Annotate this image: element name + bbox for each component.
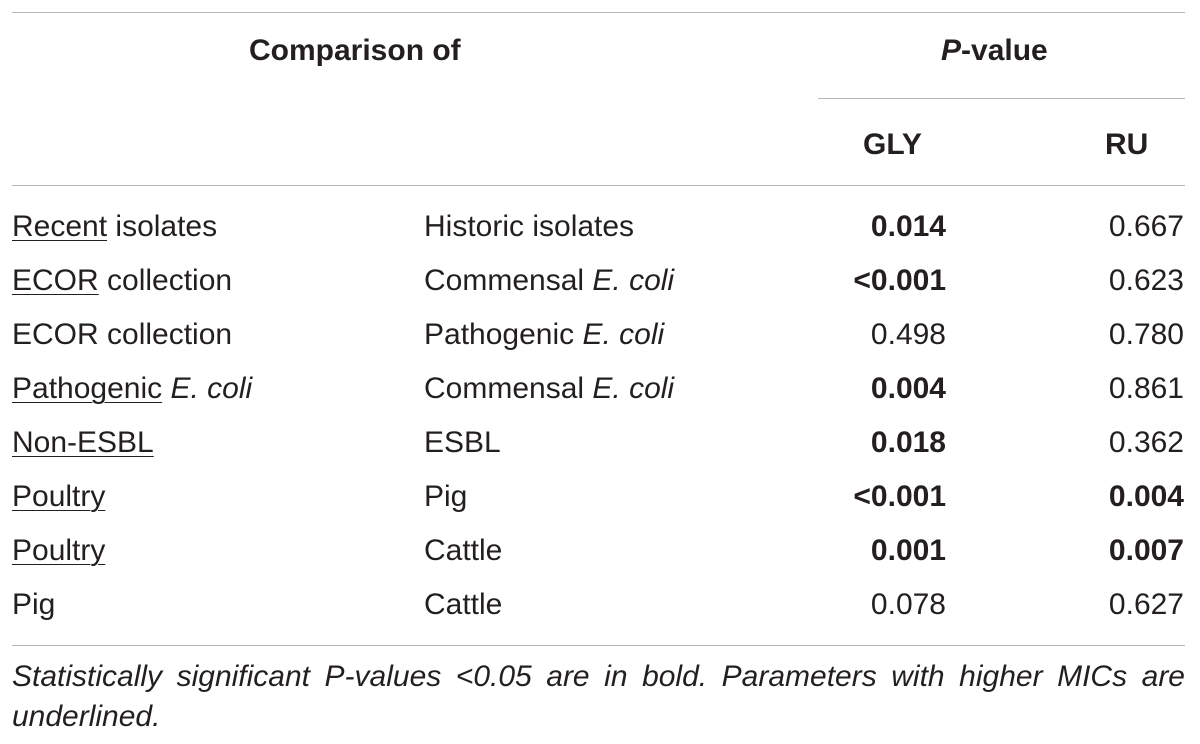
cell-gly-p-value: <0.001 bbox=[853, 480, 946, 513]
cell-gly-p-value: 0.018 bbox=[870, 426, 946, 459]
group-a-underlined: Poultry bbox=[12, 534, 106, 567]
cell-group-a: Pathogenic E. coli bbox=[12, 371, 252, 407]
group-b-italic: E. coli bbox=[592, 372, 675, 405]
cell-ru-p-value: 0.627 bbox=[1108, 588, 1184, 621]
cell-group-a: ECOR collection bbox=[12, 317, 232, 353]
group-a-italic: E. coli bbox=[170, 372, 253, 405]
group-b-text: Cattle bbox=[424, 588, 503, 621]
cell-group-a: Non-ESBL bbox=[12, 425, 154, 461]
cell-ru-p-value: 0.007 bbox=[1108, 534, 1184, 567]
cell-group-b: Commensal E. coli bbox=[424, 371, 674, 407]
cell-group-a: Poultry bbox=[12, 533, 105, 569]
cell-gly-p-value: 0.498 bbox=[870, 318, 946, 351]
cell-ru-p-value: 0.004 bbox=[1108, 480, 1184, 513]
group-b-italic: E. coli bbox=[592, 264, 675, 297]
cell-group-b: Commensal E. coli bbox=[424, 263, 674, 299]
cell-group-b: Cattle bbox=[424, 533, 502, 569]
p-value-rule bbox=[818, 98, 1185, 99]
header-gly: GLY bbox=[863, 128, 922, 161]
header-comparison-of: Comparison of bbox=[249, 34, 461, 67]
cell-ru-p-value: 0.861 bbox=[1108, 372, 1184, 405]
cell-ru-p-value: 0.667 bbox=[1108, 210, 1184, 243]
group-b-text: Historic isolates bbox=[424, 210, 635, 243]
cell-group-a: Poultry bbox=[12, 479, 105, 515]
group-b-text: ESBL bbox=[424, 426, 501, 459]
cell-group-b: Pig bbox=[424, 479, 467, 515]
cell-group-a: ECOR collection bbox=[12, 263, 232, 299]
group-a-text: isolates bbox=[107, 210, 218, 243]
group-b-text: Commensal bbox=[424, 372, 593, 405]
group-a-underlined: Recent bbox=[12, 210, 108, 243]
group-a-underlined: Non-ESBL bbox=[12, 426, 154, 459]
cell-gly-p-value: 0.004 bbox=[870, 372, 946, 405]
bottom-rule bbox=[12, 645, 1185, 646]
group-b-text: Cattle bbox=[424, 534, 503, 567]
header-p-rest: -value bbox=[961, 34, 1048, 67]
group-b-text: Pig bbox=[424, 480, 468, 513]
top-rule bbox=[12, 12, 1185, 13]
header-rule bbox=[12, 185, 1185, 186]
group-b-text: Commensal bbox=[424, 264, 593, 297]
cell-group-a: Recent isolates bbox=[12, 209, 217, 245]
cell-group-b: Pathogenic E. coli bbox=[424, 317, 664, 353]
cell-group-b: Cattle bbox=[424, 587, 502, 623]
cell-ru-p-value: 0.362 bbox=[1108, 426, 1184, 459]
group-a-text: Pig bbox=[12, 588, 56, 621]
cell-gly-p-value: 0.014 bbox=[870, 210, 946, 243]
cell-ru-p-value: 0.623 bbox=[1108, 264, 1184, 297]
group-a-underlined: Pathogenic bbox=[12, 372, 163, 405]
cell-gly-p-value: <0.001 bbox=[853, 264, 946, 297]
cell-gly-p-value: 0.078 bbox=[870, 588, 946, 621]
cell-gly-p-value: 0.001 bbox=[870, 534, 946, 567]
table-footnote: Statistically significant P-values <0.05… bbox=[12, 660, 1185, 733]
header-ru: RU bbox=[1105, 128, 1149, 161]
cell-group-b: ESBL bbox=[424, 425, 501, 461]
group-b-italic: E. coli bbox=[582, 318, 665, 351]
group-b-text: Pathogenic bbox=[424, 318, 583, 351]
cell-group-a: Pig bbox=[12, 587, 55, 623]
group-a-text: ECOR collection bbox=[12, 318, 233, 351]
group-a-underlined: Poultry bbox=[12, 480, 106, 513]
group-a-text: collection bbox=[98, 264, 233, 297]
cell-group-b: Historic isolates bbox=[424, 209, 634, 245]
group-a-underlined: ECOR bbox=[12, 264, 99, 297]
header-p-italic: P bbox=[941, 34, 962, 67]
cell-ru-p-value: 0.780 bbox=[1108, 318, 1184, 351]
header-p-value: P-value bbox=[941, 33, 1048, 69]
